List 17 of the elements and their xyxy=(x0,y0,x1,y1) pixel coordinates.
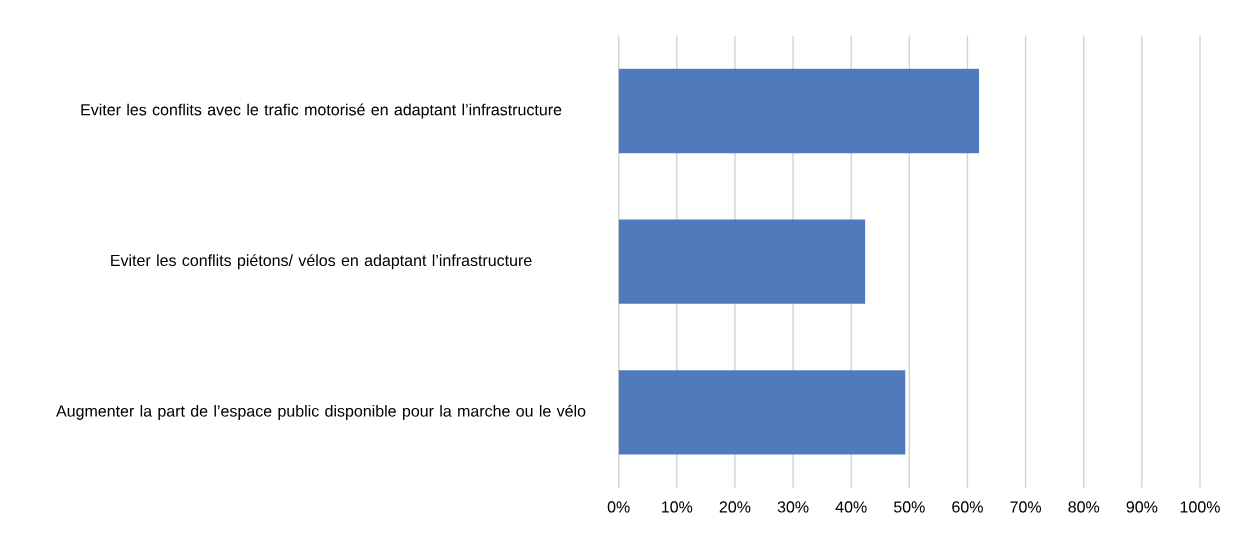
bar xyxy=(618,219,866,304)
y-tick-label: Eviter les conflits avec le trafic motorisé en adaptant l’infrastructure xyxy=(81,103,562,119)
x-tick-label: 10% xyxy=(662,501,693,513)
x-tick-label: 40% xyxy=(835,501,867,513)
x-tick-label: 60% xyxy=(952,501,983,513)
x-tick-label: 0% xyxy=(607,501,630,513)
y-tick-label: Eviter les conflits piétons/ vélos en adaptant l’infrastructure xyxy=(111,254,532,270)
bar xyxy=(618,68,980,154)
x-tick-label: 30% xyxy=(777,501,809,513)
x-tick-label: 100% xyxy=(1180,501,1220,513)
x-tick-label: 90% xyxy=(1126,501,1158,513)
x-tick-label: 50% xyxy=(893,501,925,513)
x-tick-label: 80% xyxy=(1068,501,1100,513)
x-tick-label: 70% xyxy=(1010,501,1042,513)
y-tick-label: Augmenter la part de l’espace public disponible pour la marche ou le vélo xyxy=(56,404,586,420)
x-tick-label: 20% xyxy=(719,501,751,513)
bar xyxy=(618,370,906,455)
